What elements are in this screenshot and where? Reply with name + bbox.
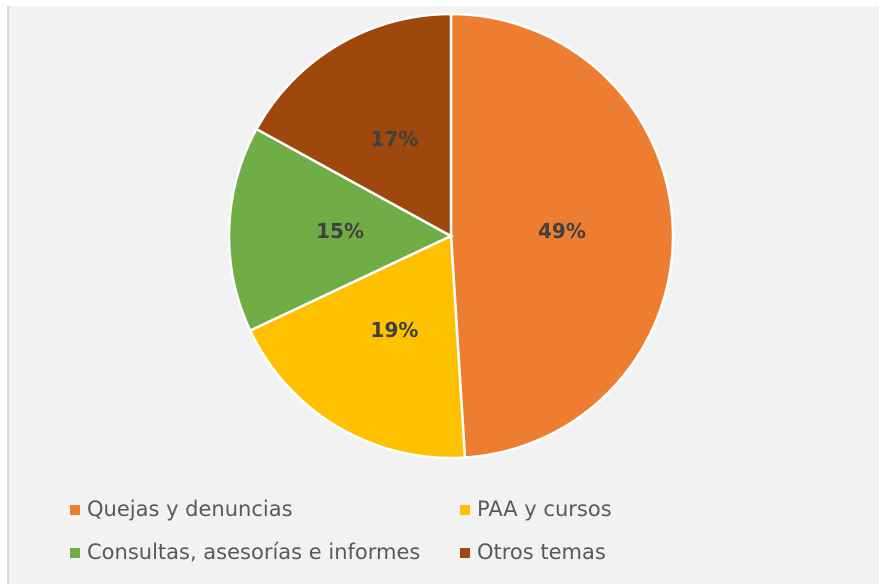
pie-slice — [449, 12, 675, 459]
pie-slice — [248, 234, 467, 460]
data-label: 49% — [538, 219, 586, 243]
legend-swatch — [70, 548, 80, 558]
legend-swatch — [70, 505, 80, 515]
pie-slice — [254, 12, 453, 239]
data-label: 17% — [371, 127, 419, 151]
data-label: 19% — [371, 318, 419, 342]
data-label: 15% — [316, 219, 364, 243]
legend-swatch — [460, 505, 470, 515]
pie-slice — [227, 127, 454, 333]
legend-label: Quejas y denuncias — [87, 497, 293, 521]
legend-label: Otros temas — [477, 540, 606, 564]
legend-swatch — [460, 548, 470, 558]
legend-label: PAA y cursos — [477, 497, 612, 521]
legend-label: Consultas, asesorías e informes — [87, 540, 420, 564]
